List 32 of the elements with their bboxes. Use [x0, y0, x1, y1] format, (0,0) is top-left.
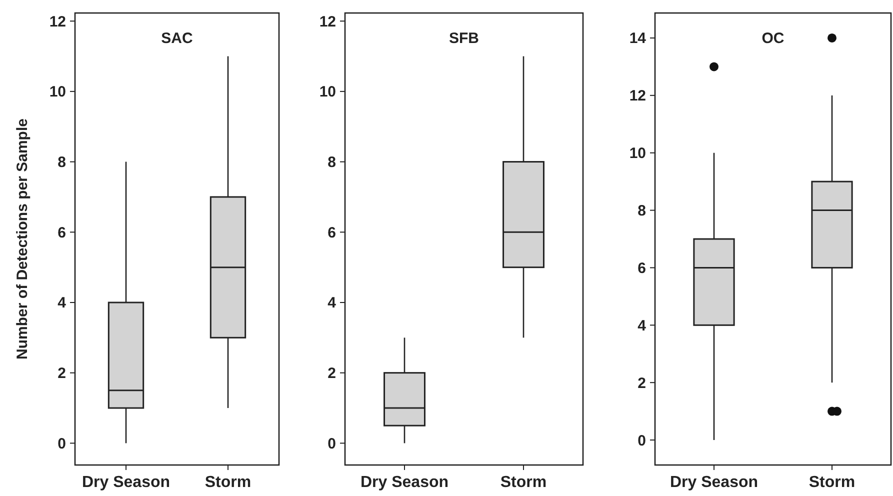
y-tick-label: 2: [58, 365, 66, 382]
x-tick-label: Dry Season: [670, 474, 758, 491]
y-tick-label: 0: [638, 432, 646, 450]
y-tick-label: 10: [629, 145, 646, 162]
y-tick-label: 12: [629, 88, 646, 105]
y-tick-label: 12: [49, 13, 66, 30]
y-tick-label: 8: [638, 202, 646, 220]
text: OC: [762, 30, 784, 47]
y-tick-label: 8: [328, 154, 336, 172]
y-tick-label: 4: [328, 294, 337, 312]
y-tick-label: 10: [49, 84, 66, 101]
y-tick-label: 4: [58, 294, 67, 312]
x-tick-label: Storm: [500, 474, 547, 491]
y-tick-label: 0: [58, 435, 66, 452]
y-tick-label: 4: [638, 317, 647, 334]
x-tick-label: Dry Season: [82, 474, 170, 491]
y-tick-label: 6: [638, 260, 646, 277]
x-tick-label: Storm: [808, 474, 856, 491]
y-tick-label: 2: [328, 365, 336, 382]
text: SFB: [449, 30, 480, 47]
y-tick-label: 12: [319, 13, 336, 30]
x-tick-label: Storm: [204, 474, 252, 491]
y-tick-label: 14: [629, 30, 647, 48]
y-axis-title: Number of Detections per Sample: [14, 118, 31, 360]
x-tick-label: Dry Season: [360, 474, 449, 491]
y-tick-label: 2: [638, 374, 646, 392]
y-tick-label: 0: [328, 435, 336, 452]
y-tick-label: 6: [58, 224, 66, 242]
y-tick-label: 10: [319, 84, 336, 101]
y-tick-label: 8: [58, 154, 66, 172]
y-tick-label: 6: [328, 224, 336, 242]
text: SAC: [161, 30, 193, 47]
